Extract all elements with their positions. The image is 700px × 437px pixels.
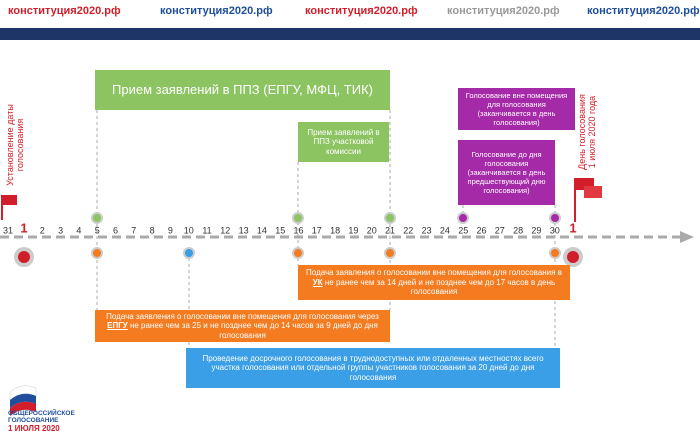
day-label: 28: [513, 225, 523, 235]
uk-application-box: Подача заявления о голосовании вне помещ…: [298, 265, 570, 300]
day-label: 2: [40, 225, 45, 235]
ppz-precinct-box: Прием заявлений в ППЗ участковой комисси…: [298, 122, 389, 162]
epgu-application-box: Подача заявления о голосовании вне помещ…: [95, 310, 390, 342]
site-link[interactable]: конституция2020.рф: [8, 5, 121, 17]
day-label: 10: [184, 225, 194, 235]
text: не ранее чем за 14 дней и не позднее чем…: [322, 277, 556, 297]
day-label: 6: [113, 225, 118, 235]
day-label: 19: [348, 225, 358, 235]
day-label: 13: [239, 225, 249, 235]
flags: [1, 178, 602, 222]
day-label: 9: [168, 225, 173, 235]
site-link[interactable]: конституция2020.рф: [305, 5, 418, 17]
text: УК: [312, 277, 323, 287]
day-label: 30: [550, 225, 560, 235]
day-label: 20: [367, 225, 377, 235]
end-label: День голосования 1 июля 2020 года: [577, 94, 597, 170]
text: не ранее чем за 25 и не позднее чем до 1…: [127, 321, 378, 340]
markers: [14, 212, 583, 267]
day-label: 18: [330, 225, 340, 235]
text: Подача заявления о голосовании вне помещ…: [106, 311, 379, 321]
logo-line: ОБЩЕРОССИЙСКОЕ: [8, 410, 75, 417]
day-label: 26: [476, 225, 486, 235]
day-label: 8: [150, 225, 155, 235]
day-label: 3: [58, 225, 63, 235]
logo-line: 1 ИЮЛЯ 2020: [8, 423, 60, 433]
day-label: 25: [458, 225, 468, 235]
start-label: Установление даты голосования: [5, 104, 25, 186]
day-label: 27: [495, 225, 505, 235]
day-label: 17: [312, 225, 322, 235]
day-label: 22: [403, 225, 413, 235]
day-label: 23: [422, 225, 432, 235]
text: ЕПГУ: [107, 321, 128, 331]
early-voting-box: Голосование до дня голосования (заканчив…: [458, 140, 555, 205]
day-label: 12: [220, 225, 230, 235]
day-label: 5: [95, 225, 100, 235]
day-label: 1: [20, 220, 27, 235]
day-label: 15: [275, 225, 285, 235]
day-label: 31: [3, 225, 13, 235]
logo-text: ОБЩЕРОССИЙСКОЕ ГОЛОСОВАНИЕ 1 ИЮЛЯ 2020: [8, 410, 75, 433]
logo-flag: [9, 385, 37, 416]
ppz-main-box: Прием заявлений в ППЗ (ЕПГУ, МФЦ, ТИК): [95, 70, 390, 110]
logo-line: ГОЛОСОВАНИЕ: [8, 416, 59, 424]
day-label: 14: [257, 225, 267, 235]
day-label: 7: [131, 225, 136, 235]
site-link[interactable]: конституция2020.рф: [160, 5, 273, 17]
day-label: 4: [76, 225, 81, 235]
day-label: 16: [293, 225, 303, 235]
outside-voting-box: Голосование вне помещения для голосовани…: [458, 88, 575, 130]
day-label: 29: [531, 225, 541, 235]
site-link[interactable]: конституция2020.рф: [587, 5, 700, 17]
arrow-head: [680, 231, 694, 243]
day-label: 21: [385, 225, 395, 235]
remote-voting-box: Проведение досрочного голосования в труд…: [186, 348, 560, 388]
text: Подача заявления о голосовании вне помещ…: [306, 268, 562, 278]
day-label: 1: [569, 220, 576, 235]
header-band: [0, 28, 700, 40]
day-label: 11: [202, 225, 211, 235]
site-link[interactable]: конституция2020.рф: [447, 5, 560, 17]
day-label: 24: [440, 225, 450, 235]
